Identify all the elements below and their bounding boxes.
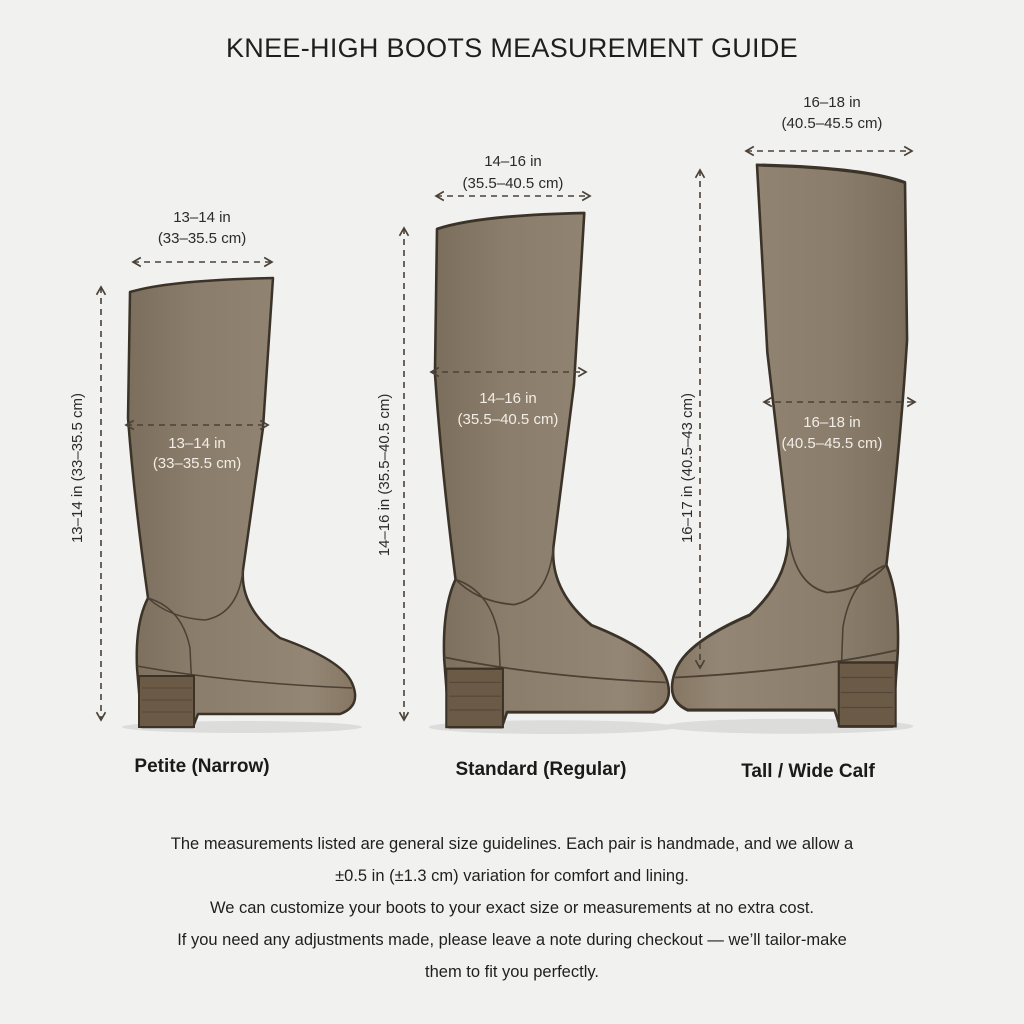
top-width-in: 14–16 in: [484, 153, 542, 170]
top-width-cm: (40.5–45.5 cm): [782, 115, 883, 132]
top-width-in: 16–18 in: [803, 94, 861, 111]
sizing-notes: The measurements listed are general size…: [0, 828, 1024, 988]
calf-width-in: 13–14 in: [168, 435, 226, 452]
top-width-cm: (35.5–40.5 cm): [463, 175, 564, 192]
note-line: We can customize your boots to your exac…: [209, 899, 815, 917]
height-label: 14–16 in (35.5–40.5 cm): [376, 394, 393, 557]
boot-tall-wide: 16–18 in (40.5–45.5 cm) 16–18 in (40.5–4…: [663, 94, 917, 782]
boot-standard: 14–16 in (35.5–40.5 cm) 14–16 in (35.5–4…: [376, 153, 678, 780]
calf-width-cm: (35.5–40.5 cm): [458, 411, 559, 428]
boot-illustration: [427, 211, 678, 736]
note-line: If you need any adjustments made, please…: [177, 931, 847, 949]
note-line: ±0.5 in (±1.3 cm) variation for comfort …: [335, 867, 689, 885]
page-title: KNEE-HIGH BOOTS MEASUREMENT GUIDE: [226, 33, 798, 63]
note-line: The measurements listed are general size…: [170, 835, 854, 853]
boot-name: Standard (Regular): [455, 759, 626, 780]
boot-name: Petite (Narrow): [134, 756, 269, 777]
height-label: 13–14 in (33–35.5 cm): [69, 393, 86, 543]
calf-width-in: 14–16 in: [479, 390, 537, 407]
calf-width-in: 16–18 in: [803, 414, 861, 431]
boot-petite: 13–14 in (33–35.5 cm) 13–14 in (33–35.5 …: [69, 209, 364, 777]
note-line: them to fit you perfectly.: [425, 963, 599, 981]
top-width-in: 13–14 in: [173, 209, 231, 226]
top-width-cm: (33–35.5 cm): [158, 230, 246, 247]
boot-illustration: [120, 276, 364, 735]
height-label: 16–17 in (40.5–43 cm): [679, 393, 696, 543]
calf-width-cm: (33–35.5 cm): [153, 455, 241, 472]
calf-width-cm: (40.5–45.5 cm): [782, 435, 883, 452]
boot-name: Tall / Wide Calf: [741, 761, 875, 782]
